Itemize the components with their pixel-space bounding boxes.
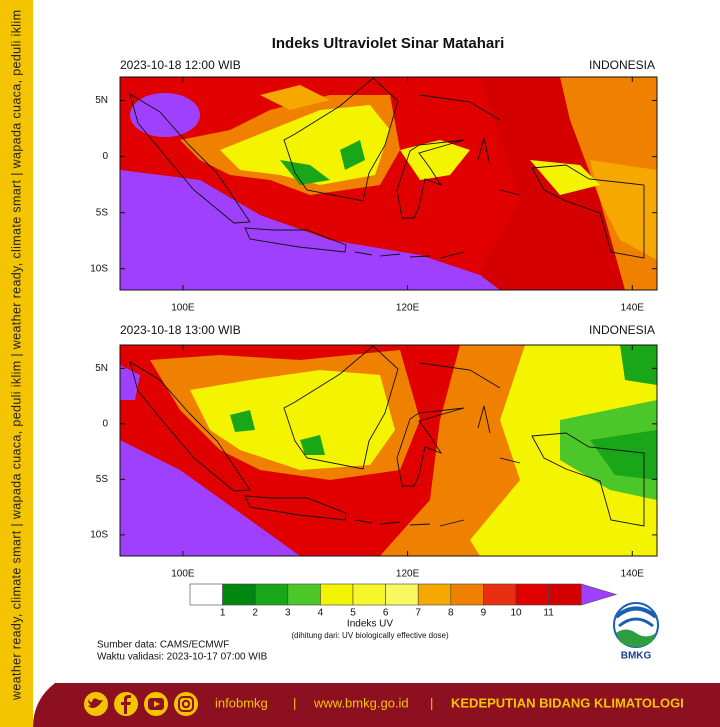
social-icons	[84, 692, 198, 716]
lat-tick-label: 0	[102, 418, 108, 429]
colorbar-box	[189, 583, 223, 606]
lat-tick-label: 5S	[96, 207, 109, 218]
colorbar-box	[352, 583, 386, 606]
colorbar-box	[417, 583, 452, 606]
colorbar-tick-label: 6	[383, 608, 389, 619]
colorbar-tick-label: 9	[481, 608, 487, 619]
colorbar-box	[254, 583, 289, 606]
map-frame	[119, 76, 658, 291]
map-frame	[119, 344, 658, 557]
colorbar-tick-label: 3	[285, 608, 291, 619]
colorbar-box	[548, 583, 582, 606]
colorbar-tick-label: 5	[350, 608, 356, 619]
map-time: 2023-10-18 13:00 WIB	[120, 323, 241, 337]
footer-separator: |	[430, 695, 433, 710]
lon-tick-label: 140E	[621, 569, 645, 580]
lat-tick-label: 5N	[95, 95, 108, 106]
colorbar-box	[320, 583, 354, 606]
footer-unit: KEDEPUTIAN BIDANG KLIMATOLOGI	[451, 695, 684, 710]
lon-tick-label: 120E	[396, 569, 420, 580]
map-region: INDONESIA	[589, 323, 655, 337]
colorbar-tick-label: 4	[318, 608, 324, 619]
lat-tick-label: 10S	[90, 263, 108, 274]
colorbar-label: Indeks UV	[347, 619, 393, 630]
validity-text: Waktu validasi: 2023-10-17 07:00 WIB	[97, 652, 268, 663]
uv-map	[120, 77, 657, 290]
title: Indeks Ultraviolet Sinar Matahari	[272, 35, 505, 52]
sidebar-text: weather ready, climate smart | wapada cu…	[9, 10, 23, 701]
colorbar-box	[385, 583, 419, 606]
map-region: INDONESIA	[589, 58, 655, 72]
lon-tick-label: 120E	[396, 303, 420, 314]
logo-text: BMKG	[621, 651, 652, 662]
bmkg-logo	[613, 602, 659, 648]
footer-website[interactable]: www.bmkg.go.id	[313, 695, 409, 710]
lon-tick-label: 140E	[621, 303, 645, 314]
map-time: 2023-10-18 12:00 WIB	[120, 58, 241, 72]
sidebar-strip	[0, 0, 33, 727]
lat-tick-label: 5S	[96, 474, 109, 485]
colorbar-arrow	[580, 583, 618, 606]
lon-tick-label: 100E	[171, 569, 195, 580]
colorbar-box	[483, 583, 517, 606]
lon-tick-label: 100E	[171, 303, 195, 314]
lat-tick-label: 5N	[95, 363, 108, 374]
colorbar-box	[222, 583, 256, 606]
instagram-icon[interactable]	[174, 692, 198, 716]
lat-tick-label: 0	[102, 151, 108, 162]
colorbar-tick-label: 10	[510, 608, 522, 619]
colorbar-box	[450, 583, 484, 606]
footer-bar	[33, 683, 720, 727]
colorbar-tick-label: 8	[448, 608, 454, 619]
source-text: Sumber data: CAMS/ECMWF	[97, 640, 229, 651]
uv-map	[120, 345, 657, 556]
colorbar-tick-label: 2	[252, 608, 258, 619]
colorbar-tick-label: 7	[415, 608, 421, 619]
footer-separator: |	[293, 695, 296, 710]
colorbar-note: (dihitung dari: UV biologically effectiv…	[291, 631, 449, 640]
footer-handle[interactable]: infobmkg	[215, 695, 268, 710]
lat-tick-label: 10S	[90, 530, 108, 541]
colorbar-tick-label: 1	[220, 608, 226, 619]
colorbar-box	[515, 583, 549, 606]
colorbar-box	[287, 583, 321, 606]
colorbar-tick-label: 11	[543, 608, 554, 619]
